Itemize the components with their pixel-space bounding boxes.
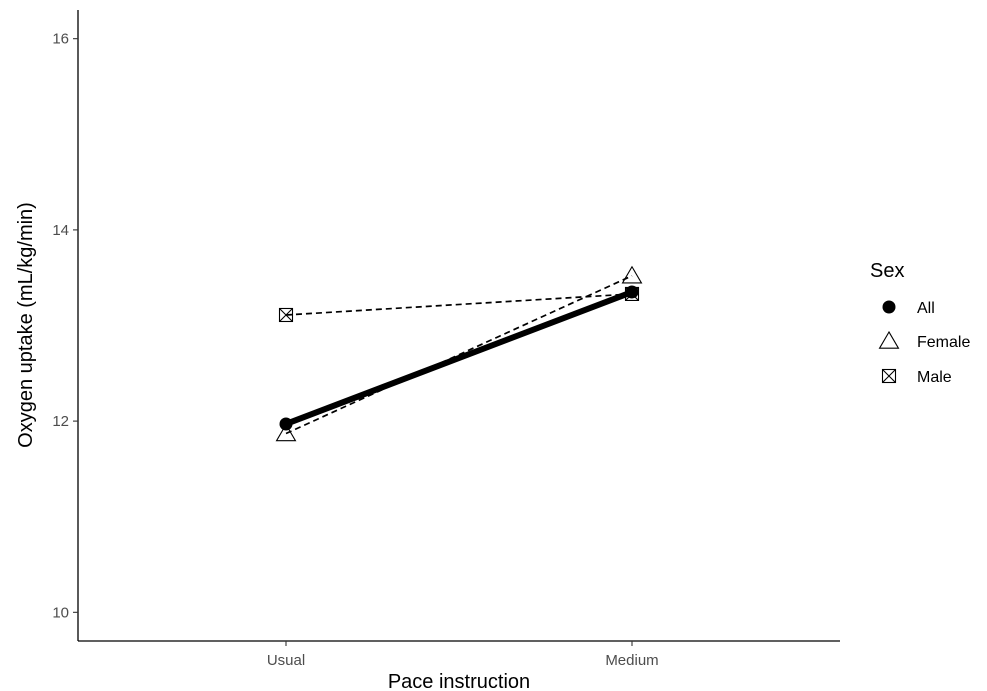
legend-key-male — [881, 368, 897, 384]
y-tick-label: 10 — [52, 604, 69, 621]
x-axis-title: Pace instruction — [388, 671, 530, 691]
point-female — [621, 265, 643, 284]
series-markers — [275, 265, 643, 442]
x-tick-label: Usual — [267, 652, 305, 669]
legend-label-female: Female — [917, 334, 970, 351]
series-lines — [284, 275, 634, 435]
y-tick-label: 12 — [52, 413, 69, 430]
y-tick-label: 14 — [52, 222, 69, 239]
series-line-female — [285, 275, 633, 435]
legend-label-all: All — [917, 300, 935, 317]
point-all — [625, 285, 639, 299]
y-ticks: 10 12 14 16 — [52, 31, 78, 621]
series-line-male — [285, 293, 633, 316]
legend: Sex All Female Male — [870, 260, 970, 386]
legend-label-male: Male — [917, 369, 952, 386]
point-male — [278, 307, 294, 323]
point-female — [275, 423, 297, 442]
axes — [77, 10, 840, 642]
point-male — [624, 286, 640, 302]
legend-key-all — [882, 300, 896, 314]
legend-title: Sex — [870, 260, 904, 282]
legend-key-female — [878, 330, 900, 349]
y-axis-title: Oxygen uptake (mL/kg/min) — [15, 202, 37, 448]
series-line-all — [284, 289, 634, 427]
x-ticks: Usual Medium — [267, 641, 659, 669]
y-tick-label: 16 — [52, 31, 69, 48]
x-tick-label: Medium — [605, 652, 658, 669]
